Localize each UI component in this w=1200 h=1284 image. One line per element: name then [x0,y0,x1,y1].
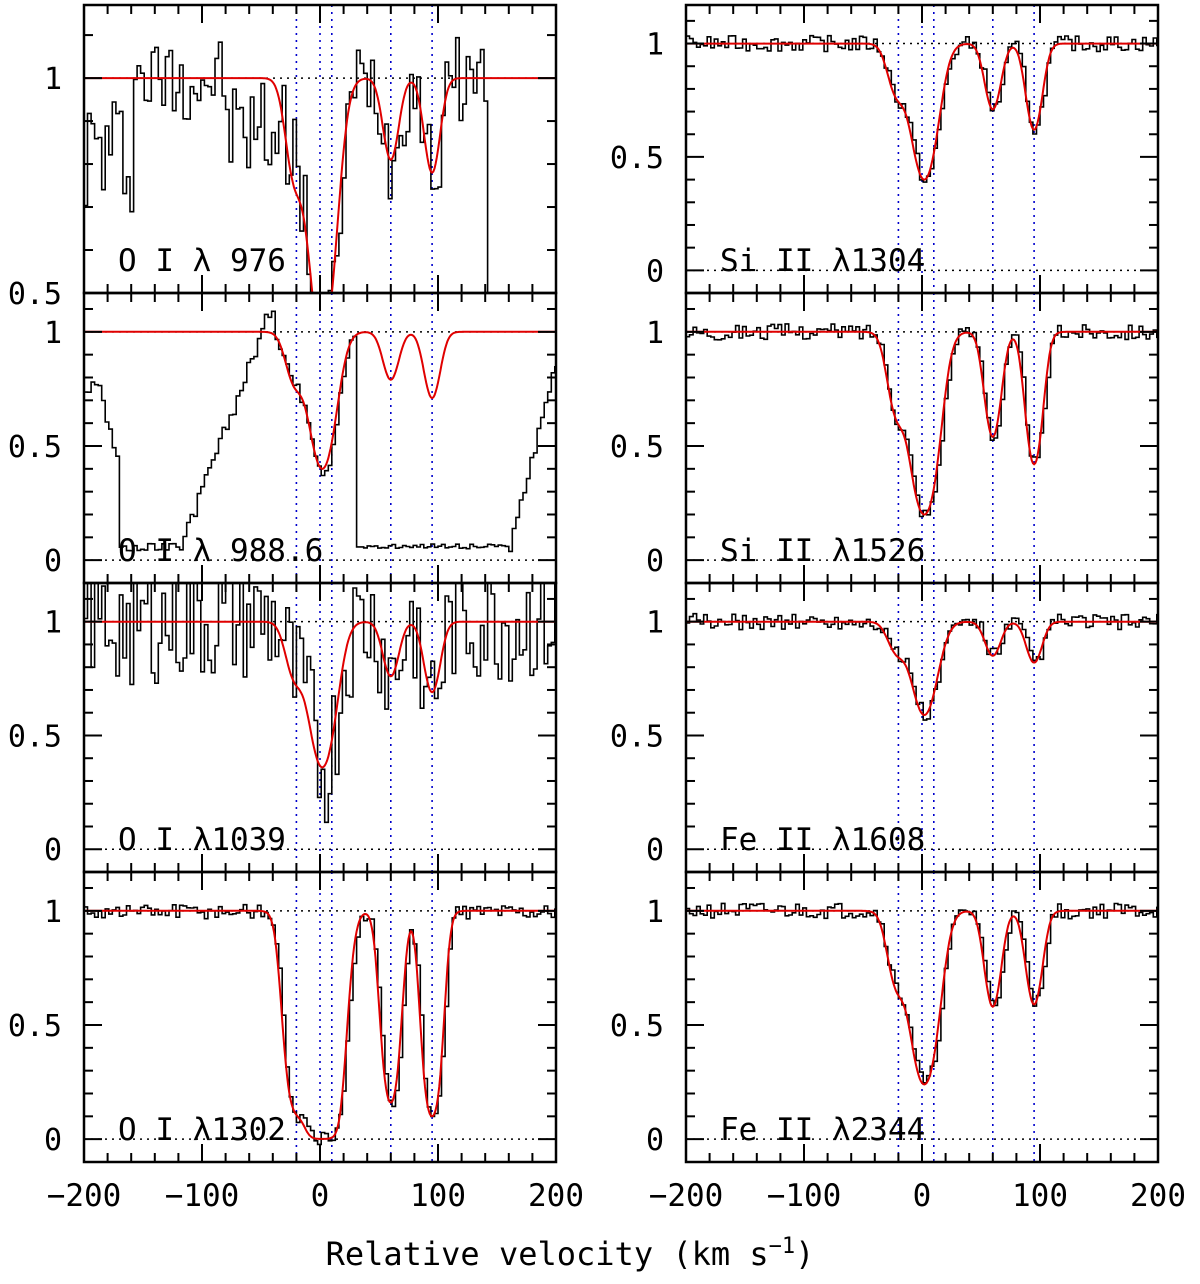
y-tick-label: 1 [44,316,62,351]
panel-label: O I λ 976 [118,243,286,279]
x-tick-label: −200 [47,1178,122,1214]
panel-1: 1 0.5 0 O I λ 988.6 [8,291,558,585]
y-tick-label: 1 [646,895,664,930]
observed-spectrum [84,903,556,1146]
y-tick-label: 0 [44,833,62,868]
y-tick-label: 0.5 [610,1009,664,1044]
y-tick-label: 1 [44,895,62,930]
panel-label: O I λ1039 [118,822,286,858]
y-tick-label: 0 [646,833,664,868]
panel-4: 1 0.5 0 Si II λ1304 [610,3,1160,295]
panel-label: Si II λ1304 [720,243,925,279]
panel-6: 1 0.5 0 Fe II λ1608 [610,581,1160,874]
x-axis-label-sup: −1 [769,1234,796,1259]
x-tick-label: −100 [165,1178,240,1214]
y-tick-label: 0.5 [8,277,62,312]
model-fit [84,909,556,1140]
model-fit [84,620,556,769]
x-axis-label-main: Relative velocity (km s [326,1235,769,1273]
y-tick-label: 0 [646,1123,664,1158]
observed-spectrum [686,612,1158,721]
observed-spectrum [84,310,556,553]
panel-label: Si II λ1526 [720,533,925,569]
y-tick-label: 0.5 [610,719,664,754]
y-tick-label: 0.5 [8,719,62,754]
x-tick-label: 200 [528,1178,584,1214]
x-tick-label: 0 [311,1178,330,1214]
y-tick-label: 0 [646,544,664,579]
panel-label: O I λ 988.6 [118,533,323,569]
observed-spectrum [84,36,489,293]
panel-0: 1 0.5 O I λ 976 [8,3,558,312]
model-fit [686,42,1158,181]
y-tick-label: 0.5 [610,141,664,176]
panel-5: 1 0.5 0 Si II λ1526 [610,291,1160,585]
model-fit [686,620,1158,717]
y-tick-label: 0 [44,1123,62,1158]
x-tick-label: 200 [1130,1178,1186,1214]
x-axis-label-close: ) [795,1235,814,1273]
y-tick-label: 1 [646,606,664,641]
y-tick-label: 0.5 [8,430,62,465]
panel-2: 1 0.5 0 O I λ1039 [8,581,558,874]
panel-7: 1 0.5 0 Fe II λ2344 −200 −100 0 100 200 [610,870,1186,1214]
panel-3: 1 0.5 0 O I λ1302 −200 −100 0 100 200 [8,870,584,1214]
y-tick-label: 0.5 [610,430,664,465]
x-tick-label: 100 [1012,1178,1068,1214]
panel-label: Fe II λ2344 [720,1112,925,1148]
model-fit [686,909,1158,1086]
y-tick-label: 1 [44,62,62,97]
model-fit [84,330,556,470]
y-tick-label: 1 [646,28,664,63]
y-tick-label: 1 [44,606,62,641]
x-axis-label: Relative velocity (km s−1) [326,1234,815,1273]
x-tick-label: −200 [649,1178,724,1214]
panel-label: Fe II λ1608 [720,822,925,858]
model-fit [686,330,1158,516]
y-tick-label: 0 [646,254,664,289]
x-tick-label: 0 [913,1178,932,1214]
observed-spectrum [84,583,556,824]
x-tick-label: −100 [767,1178,842,1214]
y-tick-label: 0.5 [8,1009,62,1044]
model-fit [84,77,556,293]
panel-label: O I λ1302 [118,1112,286,1148]
x-tick-label: 100 [410,1178,466,1214]
y-tick-label: 1 [646,316,664,351]
y-tick-label: 0 [44,544,62,579]
